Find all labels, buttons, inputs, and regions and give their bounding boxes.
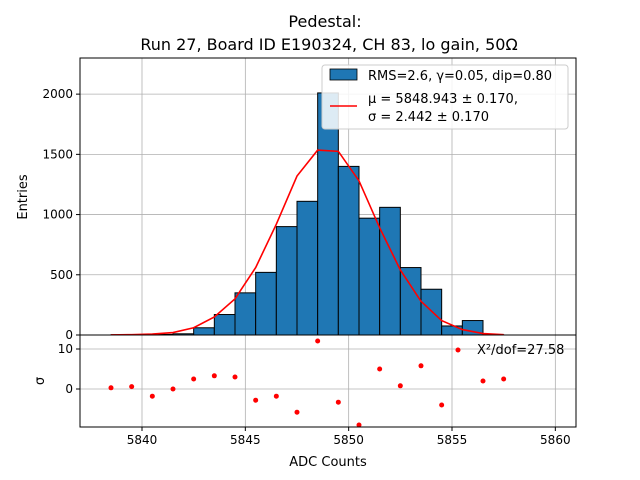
fit-curve <box>110 149 504 336</box>
residual-point <box>232 374 238 380</box>
residual-point <box>253 397 259 403</box>
residual-point <box>149 393 155 399</box>
y-tick-label: 0 <box>65 382 73 396</box>
x-tick-label: 5855 <box>437 433 468 447</box>
x-tick-label: 5845 <box>230 433 261 447</box>
residual-point <box>294 409 300 415</box>
histogram-axes: 0 500 1000 1500 2000 Entries RMS=2.6, γ=0.05… <box>16 57 577 342</box>
histogram-bar <box>399 267 422 336</box>
residual-point <box>211 373 217 379</box>
residuals-frame <box>79 334 577 428</box>
chart-title-line1: Pedestal: <box>288 12 361 31</box>
residual-point <box>335 399 341 405</box>
histogram-bar <box>275 226 298 336</box>
residuals-legend: X²/dof=27.58 <box>455 343 564 358</box>
residuals-plot-area <box>80 335 576 427</box>
residuals-y-ticks: 0 10 <box>58 342 80 396</box>
residual-point <box>273 393 279 399</box>
residual-point <box>397 383 403 389</box>
residual-point <box>129 384 135 390</box>
residual-point <box>501 376 507 382</box>
y-tick-label: 1000 <box>42 208 73 222</box>
y-tick-label: 0 <box>65 328 73 342</box>
x-tick-label: 5860 <box>540 433 571 447</box>
x-ticks: 5840 5845 5850 5855 5860 <box>127 427 571 447</box>
legend-box <box>321 64 569 130</box>
histogram-bar <box>255 271 277 336</box>
residuals-legend-label: X²/dof=27.58 <box>477 343 564 358</box>
y-tick-label: 2000 <box>42 87 73 101</box>
histogram-bar <box>379 206 401 336</box>
x-tick-label: 5840 <box>127 433 158 447</box>
residual-point <box>315 338 321 344</box>
chart-title-line2: Run 27, Board ID E190324, CH 83, lo gain… <box>140 35 517 54</box>
residual-point <box>480 378 486 384</box>
y-tick-label: 10 <box>58 342 73 356</box>
residual-points <box>108 338 507 428</box>
residual-point <box>418 363 424 369</box>
histogram-bar <box>420 288 443 336</box>
y-tick-label: 1500 <box>42 147 73 161</box>
x-axis-label: ADC Counts <box>289 455 367 470</box>
histogram-bar <box>234 292 257 336</box>
residual-point <box>377 366 383 372</box>
legend-histogram-swatch <box>329 68 358 81</box>
histogram-bar <box>193 327 215 336</box>
x-tick-label: 5850 <box>333 433 364 447</box>
residual-point <box>108 385 114 391</box>
residuals-grid <box>80 335 576 427</box>
residual-point <box>439 402 445 408</box>
histogram-bar <box>296 200 319 336</box>
residuals-axes: 0 10 5840 5845 5850 5855 5860 σ ADC Counts X²… <box>33 334 577 470</box>
y-axis-label-sigma: σ <box>33 377 48 385</box>
histogram-bar <box>213 314 236 336</box>
residual-point <box>191 376 197 382</box>
residual-point <box>170 386 176 392</box>
residuals-legend-marker <box>455 347 461 353</box>
legend-histogram-label: RMS=2.6, γ=0.05, dip=0.80 <box>368 69 552 84</box>
legend-fit-label-line2: σ = 2.442 ± 0.170 <box>368 110 489 125</box>
residual-point <box>356 422 362 428</box>
histogram-bar <box>358 217 381 336</box>
y-axis-label-entries: Entries <box>16 174 31 220</box>
histogram-y-ticks: 0 500 1000 1500 2000 <box>42 87 80 342</box>
histogram-bar <box>337 165 360 336</box>
y-tick-label: 500 <box>50 268 73 282</box>
legend: RMS=2.6, γ=0.05, dip=0.80 μ = 5848.943 ±… <box>321 64 569 130</box>
legend-fit-label-line1: μ = 5848.943 ± 0.170, <box>368 92 518 107</box>
histogram-bar <box>441 325 463 336</box>
